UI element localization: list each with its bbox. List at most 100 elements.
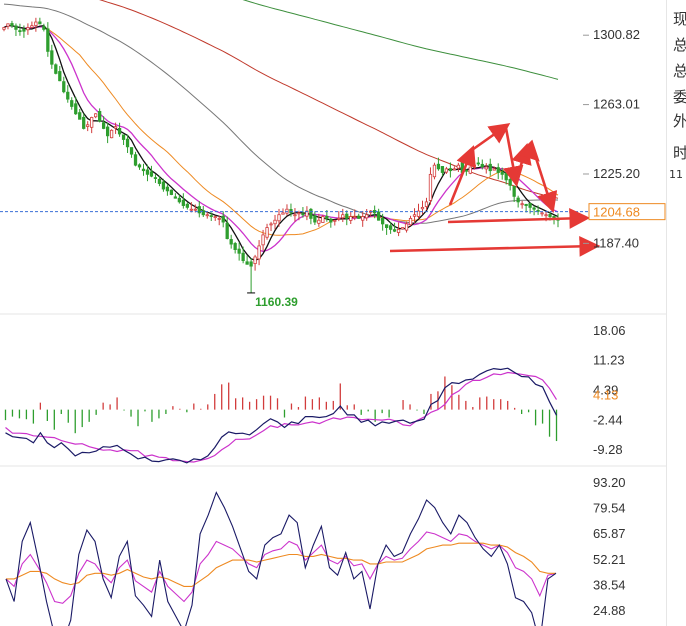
candle bbox=[58, 65, 62, 82]
candle-body bbox=[169, 189, 174, 195]
candle bbox=[313, 211, 317, 225]
candle bbox=[121, 134, 126, 146]
candle bbox=[456, 162, 460, 173]
candle-body bbox=[476, 162, 480, 165]
candle bbox=[520, 200, 524, 209]
candle-body bbox=[524, 203, 528, 206]
candle-body bbox=[201, 210, 205, 216]
candle bbox=[476, 157, 480, 167]
candle bbox=[257, 240, 261, 266]
candle-body bbox=[22, 29, 26, 32]
macd-panel bbox=[4, 367, 558, 464]
candle bbox=[201, 205, 205, 217]
candle bbox=[384, 224, 389, 235]
candle bbox=[70, 97, 74, 110]
candle-body bbox=[277, 214, 281, 222]
candle-body bbox=[384, 224, 389, 228]
dif-line bbox=[5, 367, 558, 464]
candle-body bbox=[504, 172, 508, 181]
candle-body bbox=[333, 219, 337, 222]
candle bbox=[133, 151, 138, 167]
candle bbox=[512, 185, 516, 202]
candle-body bbox=[137, 164, 142, 168]
candle-body bbox=[253, 256, 257, 265]
candle bbox=[353, 209, 357, 221]
candle-body bbox=[14, 25, 18, 30]
ma5-line bbox=[3, 25, 559, 261]
candle-body bbox=[408, 217, 413, 226]
candle-body bbox=[82, 116, 86, 129]
candle bbox=[416, 203, 421, 219]
candle bbox=[341, 208, 345, 223]
candle bbox=[105, 122, 110, 144]
candle bbox=[468, 166, 472, 175]
candle bbox=[237, 242, 241, 261]
candle-body bbox=[265, 227, 269, 238]
macd-tick-label: 11.23 bbox=[593, 353, 625, 368]
candle-body bbox=[10, 23, 14, 27]
candle-body bbox=[185, 203, 189, 208]
candle-body bbox=[173, 196, 178, 199]
candle-body bbox=[161, 181, 166, 190]
candle-body bbox=[273, 219, 277, 225]
candle bbox=[532, 205, 536, 216]
candle-body bbox=[293, 214, 297, 217]
candle-body bbox=[508, 178, 512, 186]
candle-body bbox=[54, 64, 58, 74]
candle-body bbox=[209, 215, 213, 217]
candle-body bbox=[213, 216, 217, 218]
candle bbox=[153, 174, 158, 183]
candle bbox=[329, 217, 333, 228]
candle-body bbox=[177, 197, 181, 203]
candle bbox=[169, 189, 174, 196]
candle-body bbox=[165, 186, 170, 192]
candle-body bbox=[233, 243, 237, 250]
candle-body bbox=[464, 169, 468, 172]
candle bbox=[265, 223, 269, 240]
candle bbox=[18, 23, 22, 36]
candle-body bbox=[117, 128, 122, 135]
candle bbox=[381, 213, 385, 231]
annotation-arrow bbox=[502, 127, 524, 188]
candle-body bbox=[229, 239, 233, 245]
candle bbox=[345, 210, 349, 226]
candle-body bbox=[189, 208, 193, 211]
candle bbox=[404, 221, 409, 233]
candle-body bbox=[38, 21, 42, 25]
candle-body bbox=[62, 81, 66, 93]
candle-body bbox=[532, 207, 536, 210]
candle bbox=[388, 222, 393, 234]
candle-body bbox=[353, 216, 357, 218]
kdj-tick-label: 93.20 bbox=[593, 475, 626, 490]
candle-body bbox=[269, 223, 273, 226]
candle-body bbox=[297, 212, 301, 215]
candle bbox=[145, 164, 150, 182]
candle-body bbox=[261, 234, 265, 246]
candle bbox=[86, 121, 90, 132]
candle-body bbox=[42, 26, 46, 30]
candle-body bbox=[440, 166, 445, 173]
candle-body bbox=[448, 168, 453, 172]
candle bbox=[261, 229, 265, 251]
candle-body bbox=[472, 164, 476, 167]
candle-body bbox=[400, 227, 405, 230]
candle bbox=[361, 210, 365, 227]
candle-body bbox=[480, 163, 484, 168]
candle-body bbox=[301, 213, 305, 216]
candle-body bbox=[133, 154, 138, 166]
candle bbox=[217, 215, 221, 226]
candle-body bbox=[221, 215, 225, 223]
candle-body bbox=[540, 212, 544, 215]
candle bbox=[365, 209, 369, 221]
candle bbox=[109, 129, 114, 139]
price-tick-label: 1225.20 bbox=[593, 166, 640, 181]
candle-body bbox=[496, 167, 500, 173]
candle bbox=[209, 212, 213, 221]
candle bbox=[62, 76, 66, 94]
candle-body bbox=[249, 261, 253, 267]
side-panel-text: 11 bbox=[669, 168, 683, 181]
candle-body bbox=[365, 214, 369, 219]
candle-body bbox=[392, 229, 397, 232]
candle bbox=[277, 208, 281, 227]
candle-body bbox=[197, 206, 201, 214]
